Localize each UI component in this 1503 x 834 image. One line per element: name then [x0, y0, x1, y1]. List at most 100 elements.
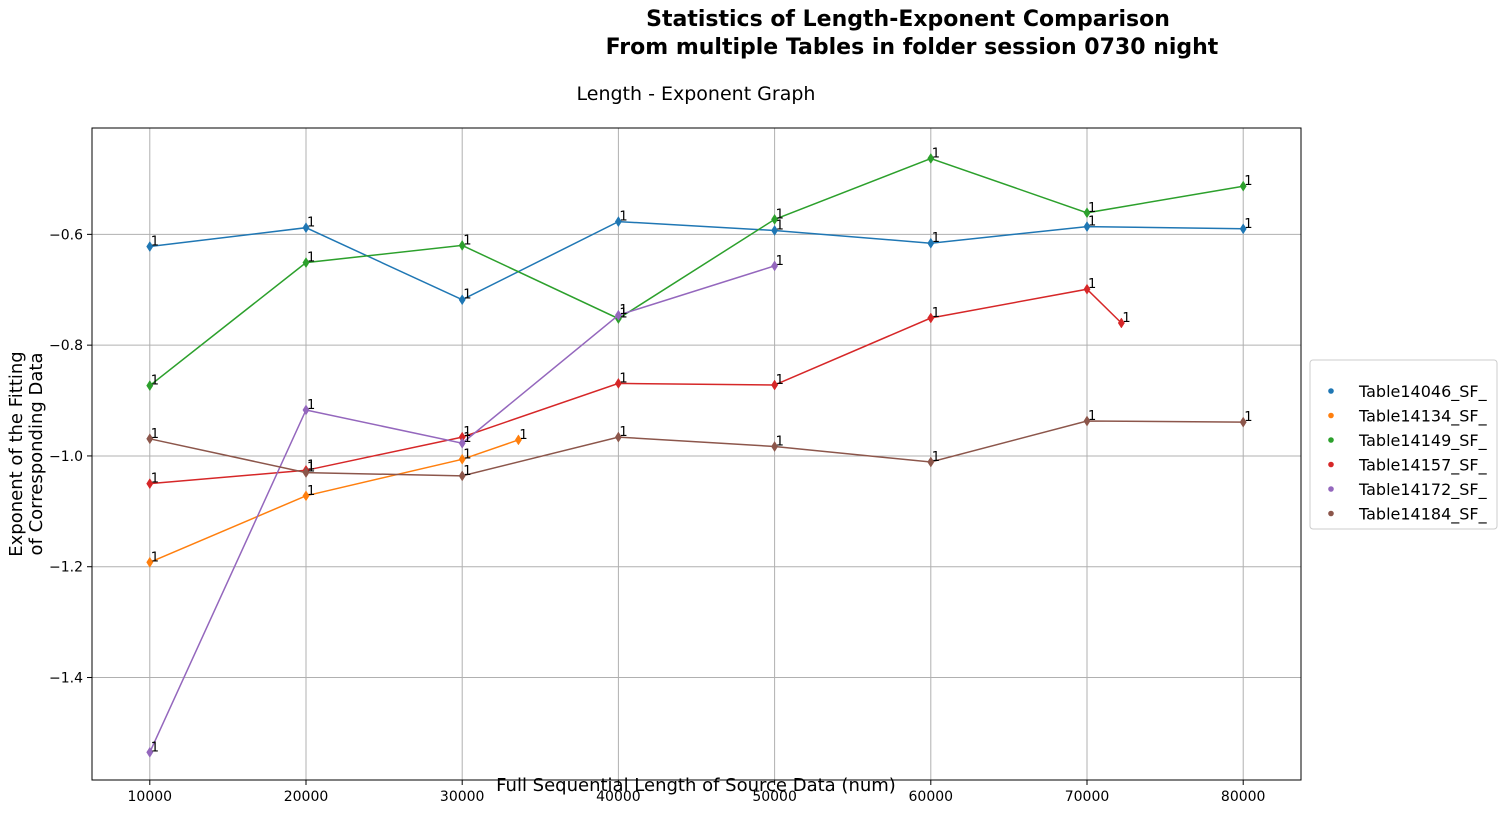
data-point — [458, 470, 466, 482]
data-point — [1083, 221, 1091, 233]
data-point — [614, 431, 622, 443]
data-point-label: 1 — [519, 428, 527, 443]
legend-entry: Table14046_SF_ — [1328, 382, 1488, 402]
data-point-label: 1 — [151, 374, 159, 389]
data-point — [146, 433, 154, 445]
legend-entry: Table14172_SF_ — [1328, 480, 1488, 500]
legend-label: Table14046_SF_ — [1358, 382, 1488, 402]
series-line — [149, 157, 1244, 387]
data-point — [771, 260, 779, 272]
x-tick-label: 40000 — [596, 789, 641, 805]
axis-ticks: 10000 20000 30000 40000 50000 60000 70000 80000… — [49, 227, 1265, 805]
data-point-label: 1 — [1122, 311, 1130, 326]
data-point-label: 1 — [932, 306, 940, 321]
legend-label: Table14157_SF_ — [1358, 456, 1488, 476]
data-point-label: 1 — [463, 233, 471, 248]
x-axis-label: Full Sequential Length of Source Data (n… — [496, 775, 896, 796]
data-point-label: 1 — [619, 210, 627, 225]
data-point-label: 1 — [463, 447, 471, 462]
series-Table14046_SF_: 1 1 1 1 1 1 1 1 — [146, 210, 1252, 306]
legend-box — [1309, 359, 1498, 530]
data-point — [458, 239, 466, 251]
data-point-label: 1 — [1088, 409, 1096, 424]
series-line — [149, 420, 1244, 477]
legend-entry: Table14149_SF_ — [1328, 431, 1488, 451]
legend-label: Table14149_SF_ — [1358, 431, 1488, 451]
data-point-label: 1 — [307, 458, 315, 473]
data-point-label: 1 — [151, 472, 159, 487]
data-point-label: 1 — [463, 464, 471, 479]
legend-entry: Table14134_SF_ — [1328, 407, 1488, 427]
data-point — [771, 379, 779, 391]
legend-entry: Table14157_SF_ — [1328, 456, 1488, 476]
data-point — [1083, 415, 1091, 427]
data-point-label: 1 — [776, 435, 784, 450]
data-point — [302, 490, 310, 502]
series-line — [149, 288, 1122, 485]
data-point-label: 1 — [307, 484, 315, 499]
data-point-label: 1 — [1088, 201, 1096, 216]
data-point-label: 1 — [776, 207, 784, 222]
data-point-label: 1 — [307, 398, 315, 413]
legend-marker — [1328, 437, 1334, 443]
y-tick-label: −1.2 — [49, 560, 83, 576]
data-point — [927, 456, 935, 468]
data-point-label: 1 — [307, 251, 315, 266]
data-point-label: 1 — [151, 427, 159, 442]
data-point — [771, 225, 779, 236]
data-point — [927, 237, 935, 249]
data-point-label: 1 — [463, 431, 471, 446]
legend-marker — [1328, 461, 1334, 468]
legend-label: Table14184_SF_ — [1358, 505, 1488, 525]
data-point — [458, 294, 466, 306]
x-tick-label: 20000 — [284, 789, 329, 805]
data-point — [458, 453, 466, 465]
data-point-label: 1 — [307, 216, 315, 231]
data-point-label: 1 — [307, 461, 315, 476]
data-point — [514, 434, 522, 446]
legend-marker — [1328, 388, 1334, 394]
data-point-label: 1 — [463, 425, 471, 440]
data-point-label: 1 — [619, 371, 627, 386]
data-point-label: 1 — [151, 235, 159, 250]
data-point-label: 1 — [932, 450, 940, 465]
grid-lines — [92, 128, 1301, 780]
series-line — [149, 439, 519, 563]
data-point — [927, 153, 935, 164]
data-point — [302, 257, 310, 269]
data-point — [1239, 180, 1247, 192]
data-point-label: 1 — [151, 740, 159, 755]
data-point — [771, 441, 779, 452]
legend-marker — [1328, 412, 1334, 419]
data-point-label: 1 — [1244, 410, 1252, 425]
data-point-label: 1 — [619, 303, 627, 318]
y-axis-label-line-1: Exponent of the Fitting — [6, 351, 27, 556]
series-line — [149, 220, 1244, 301]
y-tick-label: −0.6 — [49, 227, 83, 243]
y-tick-label: −0.8 — [49, 338, 83, 354]
data-point-label: 1 — [619, 425, 627, 440]
legend-marker — [1328, 486, 1334, 492]
data-point-label: 1 — [1088, 215, 1096, 230]
y-axis-label: Exponent of the Fitting of Corresponding… — [6, 351, 47, 556]
legend-items: Table14046_SF_ Table14134_SF_ Table14149_S… — [1328, 382, 1488, 525]
x-tick-label: 10000 — [128, 789, 173, 805]
data-point-label: 1 — [932, 231, 940, 246]
legend-marker — [1328, 510, 1334, 517]
data-point — [146, 380, 154, 392]
data-point-label: 1 — [1244, 174, 1252, 189]
data-point-label: 1 — [463, 288, 471, 303]
data-point — [1117, 317, 1125, 329]
y-tick-label: −1.0 — [49, 449, 83, 465]
figure-suptitle-line-1: Statistics of Length-Exponent Comparison — [646, 7, 1170, 32]
x-tick-label: 60000 — [909, 789, 954, 805]
data-point — [1083, 283, 1091, 295]
data-point — [146, 241, 154, 253]
data-point — [146, 478, 154, 490]
data-point — [302, 222, 310, 234]
